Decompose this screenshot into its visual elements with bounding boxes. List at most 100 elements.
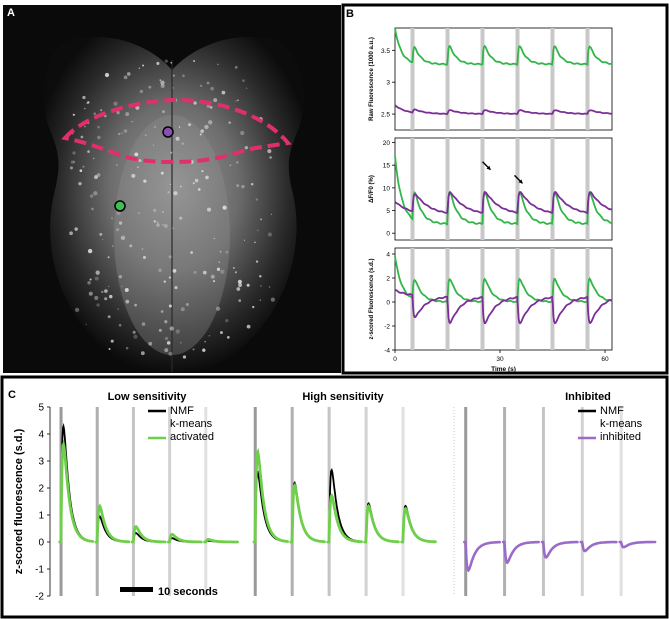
speckle xyxy=(159,79,162,81)
legend-entry: NMF xyxy=(170,405,194,417)
speckle xyxy=(229,164,232,167)
speckle xyxy=(123,129,128,133)
panel-b: B 2.5 3 3.5 Raw Fluorescence (1000 a.u.) 0 5… xyxy=(341,3,669,375)
speckle xyxy=(72,113,75,116)
speckle xyxy=(192,348,195,351)
speckle xyxy=(137,166,139,169)
speckle xyxy=(121,132,123,134)
speckle xyxy=(113,101,118,106)
trace-k-means-activated xyxy=(58,439,95,544)
stimulus-bar xyxy=(480,138,485,240)
green-circle-marker xyxy=(114,200,126,212)
speckle xyxy=(97,135,101,140)
speckle xyxy=(153,208,157,212)
legend-entry: k-means xyxy=(170,418,213,430)
roi-dashed-outline xyxy=(61,97,292,165)
speckle xyxy=(237,279,242,284)
y-axis-label: ΔF/F0 (%) xyxy=(369,175,375,203)
speckle xyxy=(91,207,94,211)
speckle xyxy=(180,307,185,312)
legend-entry: k-means xyxy=(600,418,643,430)
subpanel-title: Low sensitivity xyxy=(108,391,188,403)
speckle xyxy=(116,110,120,115)
stimulus-bar xyxy=(445,28,450,130)
speckle xyxy=(225,250,229,254)
speckle xyxy=(99,232,103,236)
speckle xyxy=(194,178,199,183)
speckle xyxy=(234,271,237,274)
speckle xyxy=(79,169,83,173)
speckle xyxy=(100,109,103,112)
speckle xyxy=(94,295,99,300)
stimulus-bar xyxy=(410,28,415,130)
y-tick-label: 5 xyxy=(38,403,44,414)
speckle xyxy=(152,144,155,146)
y-tick-label: 10 xyxy=(383,185,391,192)
green-trace xyxy=(394,27,613,66)
speckle xyxy=(84,107,86,110)
speckle xyxy=(268,286,271,288)
y-tick-label: 2 xyxy=(38,484,44,495)
x-tick-label: 0 xyxy=(393,356,397,363)
subpanel-title: Inhibited xyxy=(565,391,611,403)
speckle xyxy=(96,303,100,307)
speckle xyxy=(118,221,123,225)
y-tick-label: 20 xyxy=(383,140,391,147)
speckle xyxy=(160,80,165,85)
panel-b-label: B xyxy=(346,8,354,20)
speckle xyxy=(199,84,203,88)
stimulus-bar xyxy=(95,407,99,596)
speckle xyxy=(89,278,92,281)
speckle xyxy=(181,142,184,145)
speckle xyxy=(148,341,153,346)
speckle xyxy=(237,99,239,102)
speckle xyxy=(141,322,146,326)
speckle xyxy=(94,276,99,281)
trace-k-means-inhibited xyxy=(618,540,657,549)
speckle xyxy=(123,75,128,80)
speckle xyxy=(213,237,215,240)
speckle xyxy=(202,270,207,275)
speckle xyxy=(175,136,180,141)
speckle xyxy=(84,125,86,128)
speckle xyxy=(108,348,111,351)
panel-c: C -2 -1 0 1 2 3 4 5 z-scored fluorescence (s.d.)… xyxy=(0,375,669,619)
speckle xyxy=(133,334,138,339)
speckle xyxy=(73,161,75,163)
speckle xyxy=(174,286,178,290)
speckle xyxy=(270,297,275,302)
trace-k-means-inhibited xyxy=(463,540,501,573)
speckle xyxy=(72,151,76,155)
speckle xyxy=(70,160,75,164)
speckle xyxy=(162,211,164,213)
speckle xyxy=(172,268,177,273)
y-tick-label: 4 xyxy=(386,252,390,259)
y-tick-label: 15 xyxy=(383,163,391,170)
speckle xyxy=(226,336,230,339)
speckle xyxy=(87,248,93,254)
speckle xyxy=(126,72,131,76)
speckle xyxy=(205,175,209,180)
speckle xyxy=(164,59,168,63)
speckle xyxy=(245,87,248,90)
speckle xyxy=(202,348,206,352)
chart-c-sensitivity: -2 -1 0 1 2 3 4 5 z-scored fluorescence (s.d.) Lo… xyxy=(13,391,657,603)
speckle xyxy=(240,130,245,136)
speckle xyxy=(141,248,144,250)
speckle xyxy=(182,74,185,78)
speckle xyxy=(118,275,123,279)
speckle xyxy=(193,270,197,274)
speckle xyxy=(269,156,272,159)
stimulus-bar xyxy=(541,407,545,596)
speckle xyxy=(153,220,156,223)
scale-bar xyxy=(120,587,153,592)
speckle xyxy=(220,269,225,274)
speckle xyxy=(69,166,74,170)
speckle xyxy=(121,285,123,288)
speckle xyxy=(153,125,157,129)
stimulus-bar xyxy=(480,28,485,130)
speckle xyxy=(118,132,121,136)
speckle xyxy=(134,303,137,307)
speckle xyxy=(213,98,218,103)
